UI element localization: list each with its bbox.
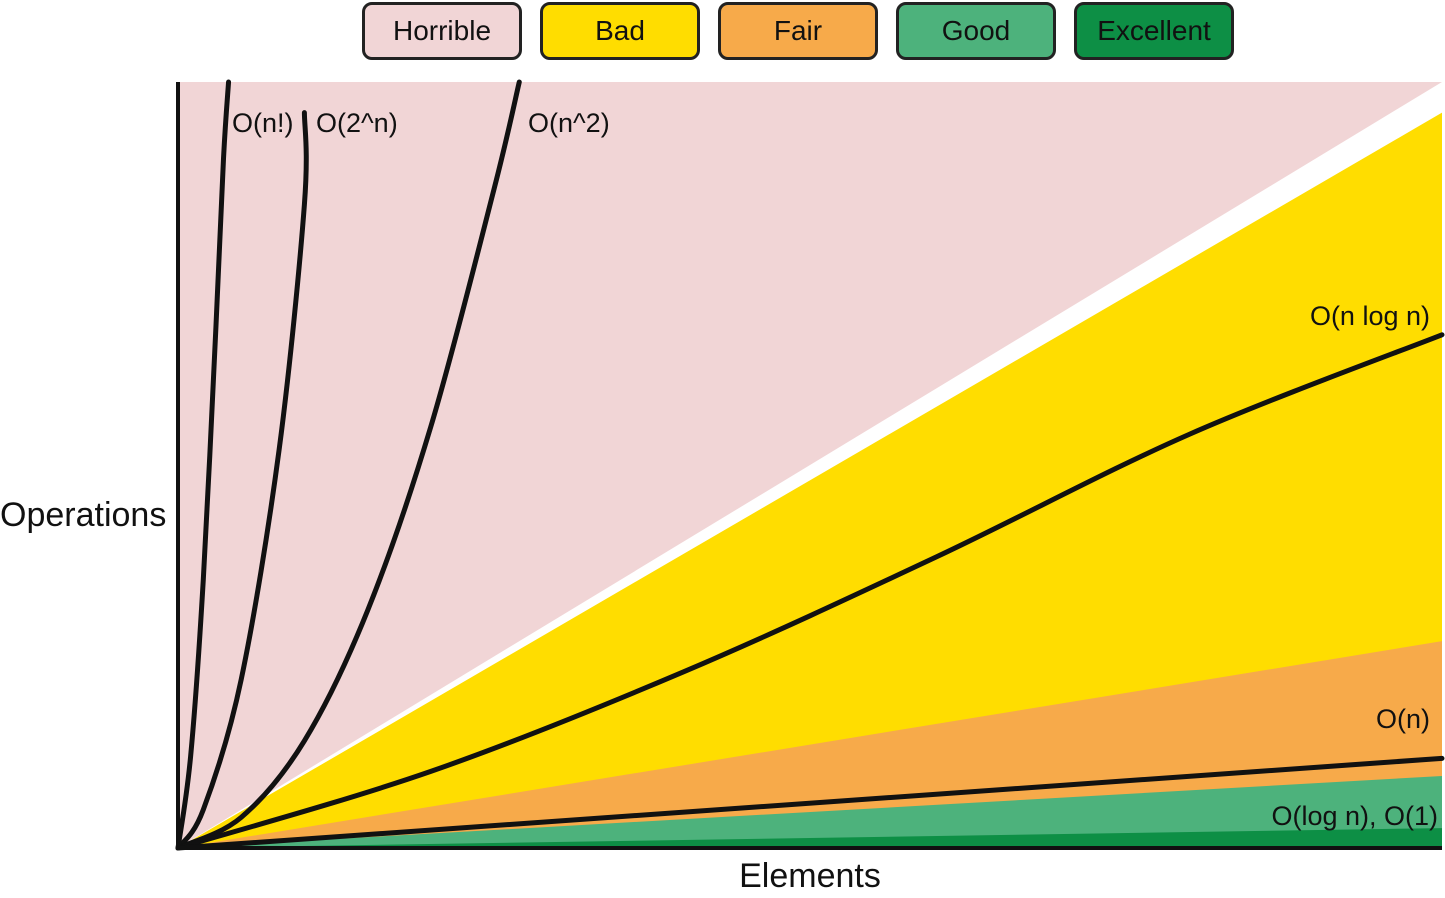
curve-o-n bbox=[175, 755, 1445, 851]
y-axis-title: Operations bbox=[0, 496, 166, 534]
complexity-regions bbox=[178, 82, 1442, 848]
curve-labels: O(n!) O(2^n) O(n^2) O(n log n) O(n) O(log n),… bbox=[232, 108, 1438, 831]
region-horrible bbox=[178, 82, 1442, 848]
curve-o-n bbox=[175, 79, 232, 851]
complexity-curves bbox=[175, 79, 1445, 851]
legend-item-bad: Bad bbox=[540, 2, 700, 60]
curve-label-o-n-2: O(n^2) bbox=[528, 108, 610, 138]
region-good bbox=[178, 775, 1442, 848]
curve-label-o-n: O(n) bbox=[1376, 704, 1430, 734]
legend: Horrible Bad Fair Good Excellent bbox=[362, 2, 1252, 60]
x-axis-title: Elements bbox=[739, 857, 881, 895]
legend-item-excellent: Excellent bbox=[1074, 2, 1234, 60]
region-bad bbox=[178, 112, 1442, 848]
curve-o-2-n bbox=[175, 110, 309, 851]
axes bbox=[176, 82, 1442, 850]
region-excellent bbox=[178, 828, 1442, 848]
legend-item-horrible: Horrible bbox=[362, 2, 522, 60]
curve-o-n-2 bbox=[175, 79, 522, 851]
legend-item-fair: Fair bbox=[718, 2, 878, 60]
curve-o-n-log-n bbox=[175, 332, 1445, 851]
curve-label-o-n: O(n!) bbox=[232, 108, 294, 138]
curve-label-o-2-n: O(2^n) bbox=[316, 108, 398, 138]
curve-label-o-log-n-o-1: O(log n), O(1) bbox=[1271, 801, 1438, 831]
legend-item-good: Good bbox=[896, 2, 1056, 60]
curve-label-o-n-log-n: O(n log n) bbox=[1310, 301, 1430, 331]
